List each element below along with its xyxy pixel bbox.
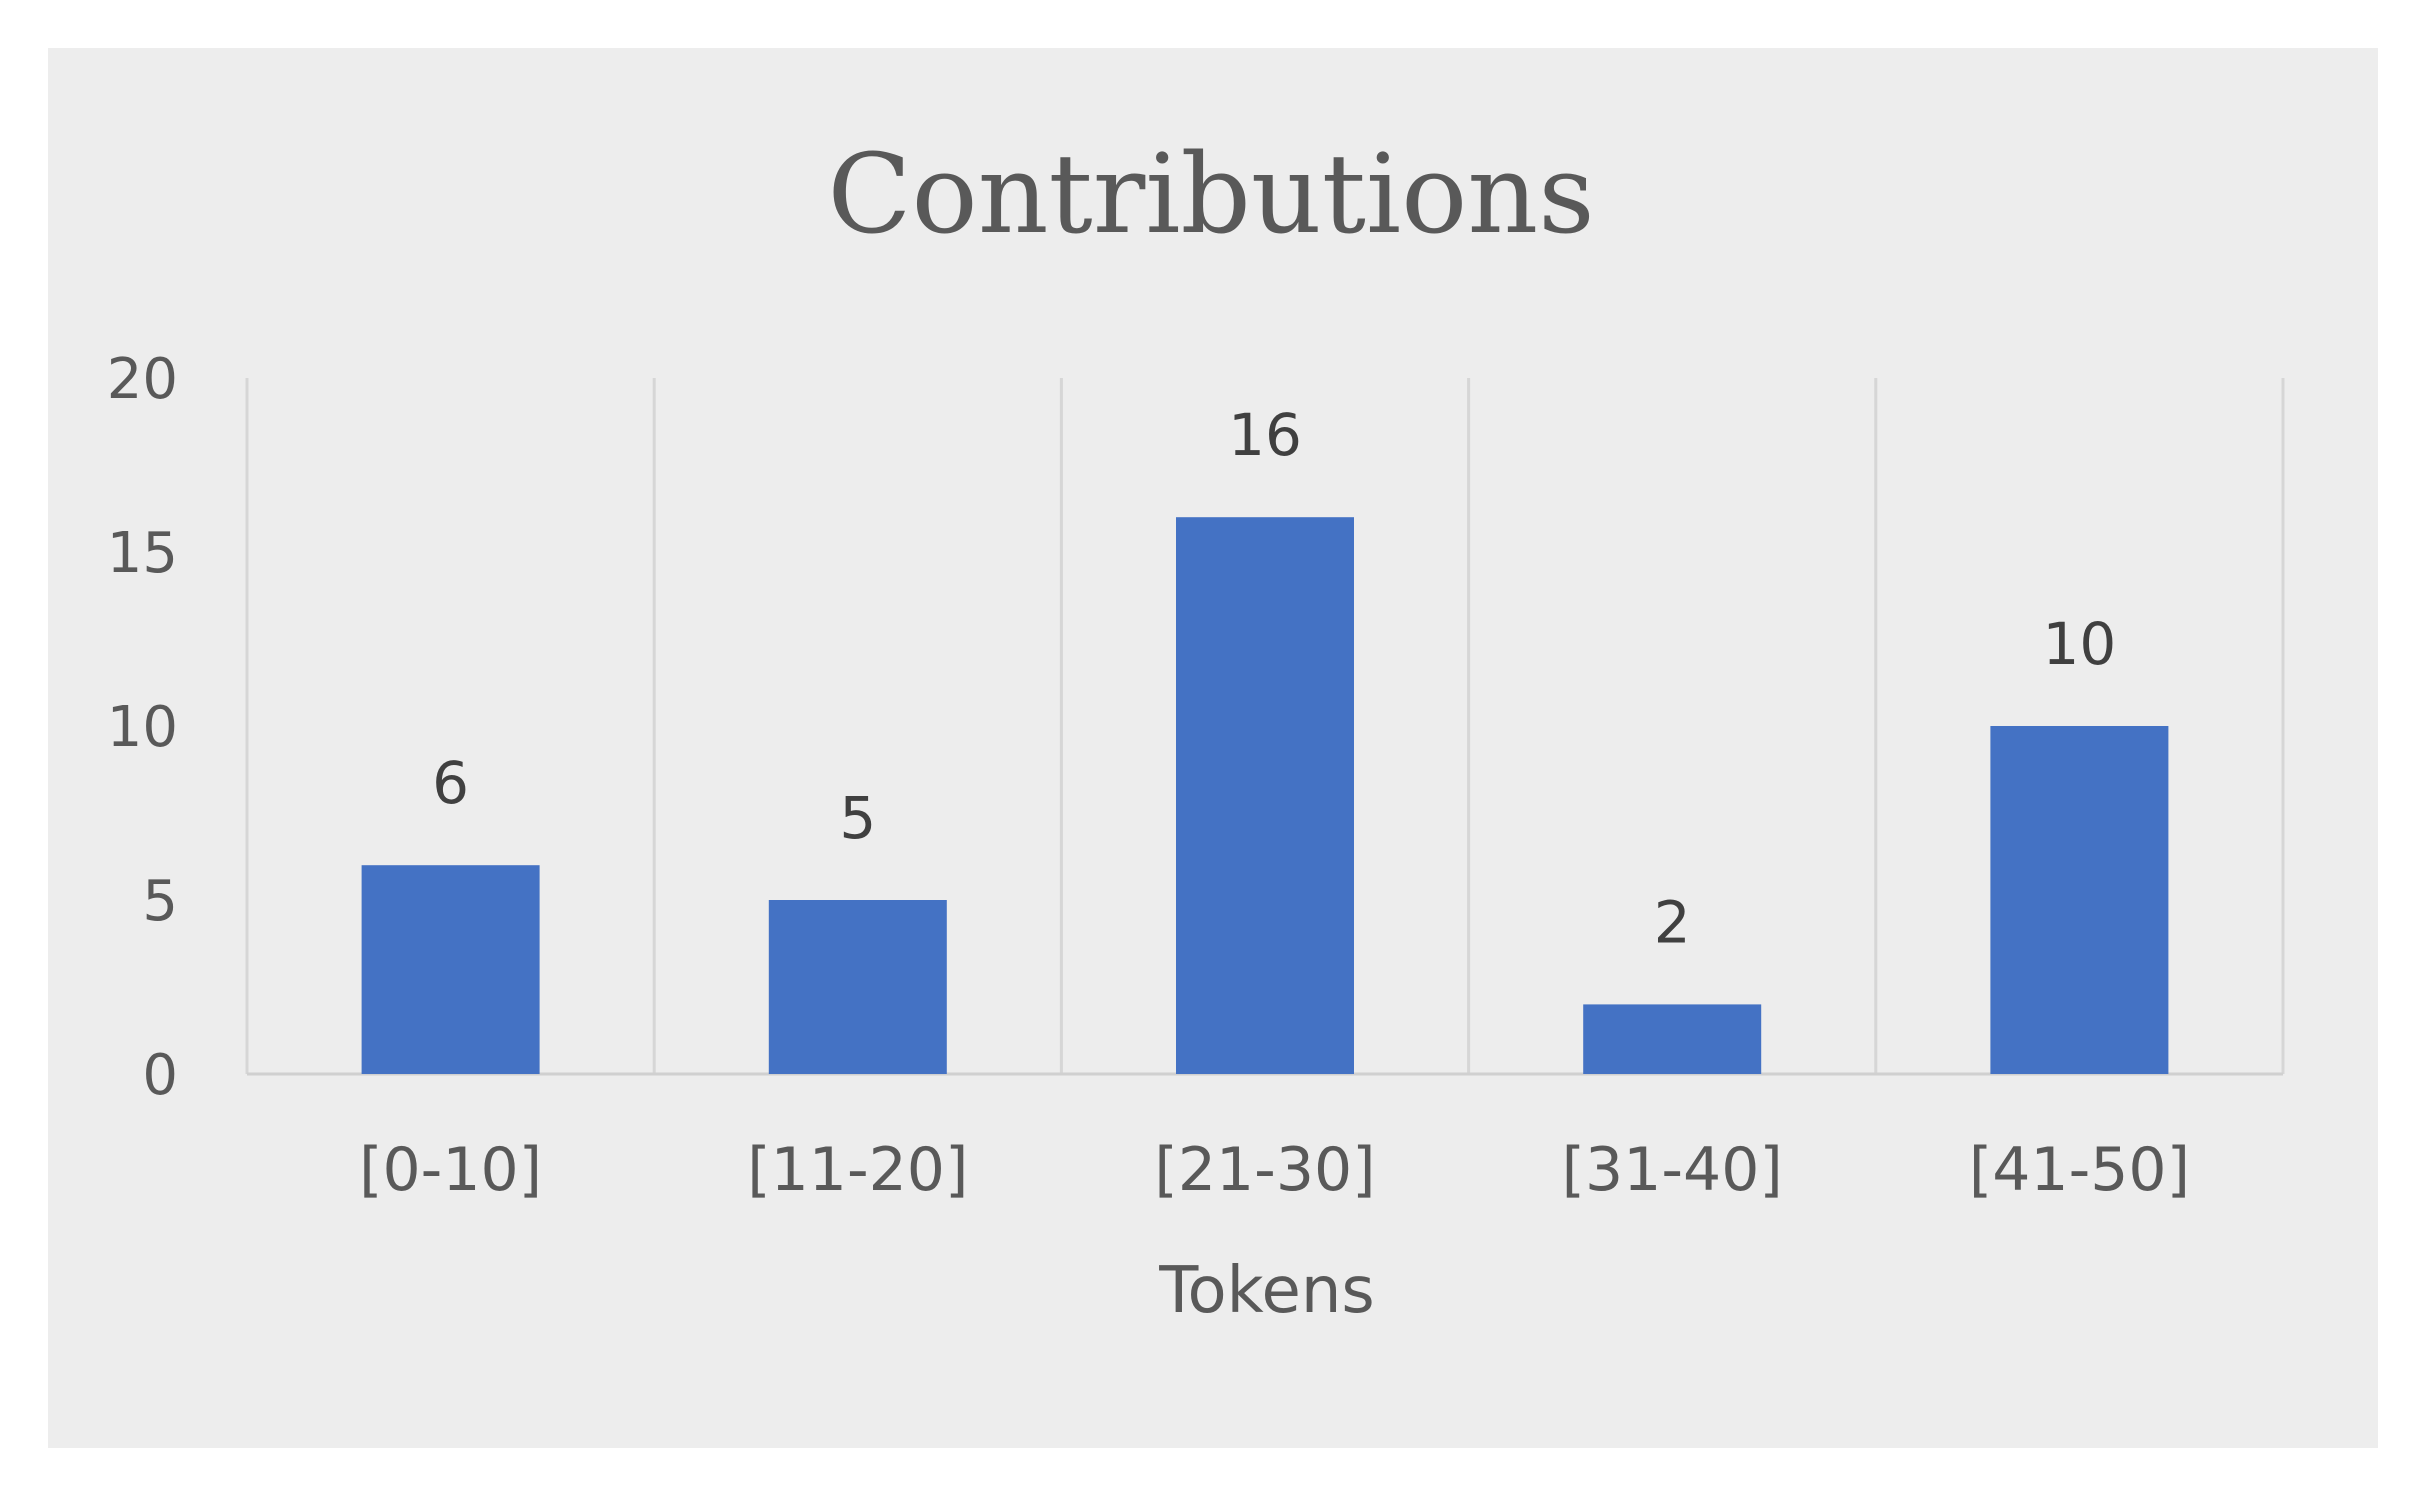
bar — [1990, 726, 2169, 1074]
data-label: 5 — [839, 784, 876, 852]
y-tick-label: 20 — [107, 347, 178, 412]
y-tick-label: 0 — [142, 1043, 178, 1108]
x-tick-label: [21-30] — [1154, 1135, 1375, 1205]
data-labels: 6 5 16 2 10 — [432, 401, 2116, 956]
x-axis-ticks: [0-10] [11-20] [21-30] [31-40] [41-50] — [359, 1135, 2190, 1205]
y-tick-label: 15 — [107, 521, 178, 586]
y-tick-label: 10 — [107, 695, 178, 760]
data-label: 16 — [1228, 401, 1302, 469]
x-tick-label: [41-50] — [1969, 1135, 2190, 1205]
bar — [1176, 517, 1354, 1074]
data-label: 6 — [432, 749, 469, 817]
y-tick-label: 5 — [142, 869, 178, 934]
data-label: 2 — [1654, 888, 1691, 956]
chart-title: Contributions — [827, 130, 1594, 258]
data-label: 10 — [2042, 610, 2116, 678]
bar — [1583, 1004, 1762, 1074]
x-tick-label: [0-10] — [359, 1135, 542, 1205]
y-axis-ticks: 0 5 10 15 20 — [107, 347, 178, 1108]
x-tick-label: [31-40] — [1562, 1135, 1783, 1205]
bar — [361, 865, 540, 1074]
bar — [768, 900, 947, 1074]
x-axis-title: Tokens — [1158, 1254, 1374, 1328]
bars-layer — [361, 517, 2169, 1074]
x-tick-label: [11-20] — [747, 1135, 968, 1205]
